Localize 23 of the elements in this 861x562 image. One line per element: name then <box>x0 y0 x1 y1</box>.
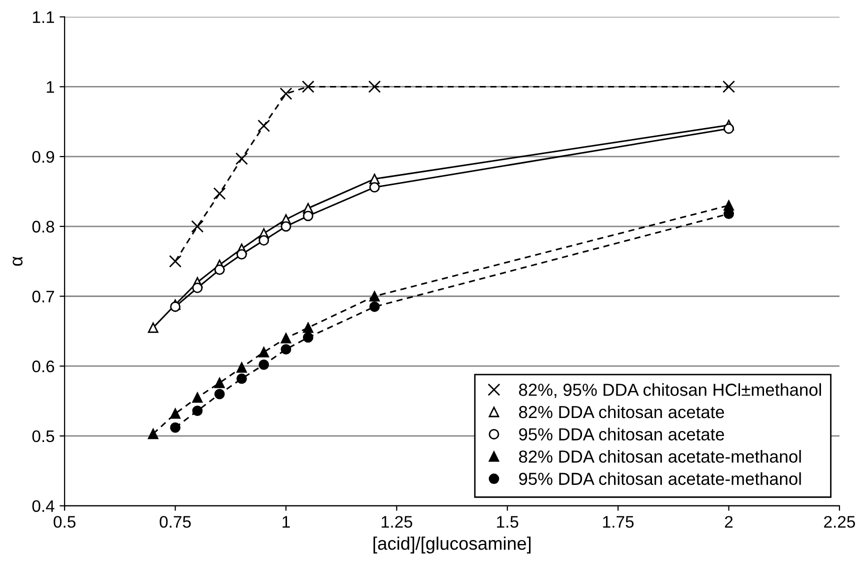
x-tick-label: 1.75 <box>603 516 634 528</box>
x-tick-label: 2.25 <box>824 516 855 528</box>
y-tick-label: 0.5 <box>32 430 54 442</box>
x-tick-label: 1 <box>282 516 290 528</box>
y-tick-label: 0.6 <box>32 360 54 372</box>
legend-label: 82% DDA chitosan acetate-methanol <box>519 450 801 463</box>
legend-label: 95% DDA chitosan acetate <box>519 428 724 440</box>
y-tick-label: 0.9 <box>32 150 54 163</box>
x-tick-label: 1.25 <box>382 516 412 528</box>
legend-label: 82%, 95% DDA chitosan HCl±methanol <box>519 383 821 398</box>
y-axis-title: α <box>12 256 23 266</box>
y-tick-label: 1.1 <box>32 11 54 23</box>
x-tick-label: 0.5 <box>54 516 76 528</box>
x-axis-title: [acid]/[glucosamine] <box>374 536 531 554</box>
x-tick-label: 2 <box>724 516 733 528</box>
y-tick-label: 1 <box>46 81 54 93</box>
legend-label: 95% DDA chitosan acetate-methanol <box>519 472 801 486</box>
y-tick-label: 0.8 <box>32 220 54 233</box>
y-tick-label: 0.4 <box>32 500 54 512</box>
x-tick-label: 1.5 <box>497 516 518 528</box>
legend-label: 82% DDA chitosan acetate <box>519 405 724 418</box>
x-tick-label: 0.75 <box>160 516 191 528</box>
y-tick-label: 0.7 <box>32 290 54 302</box>
